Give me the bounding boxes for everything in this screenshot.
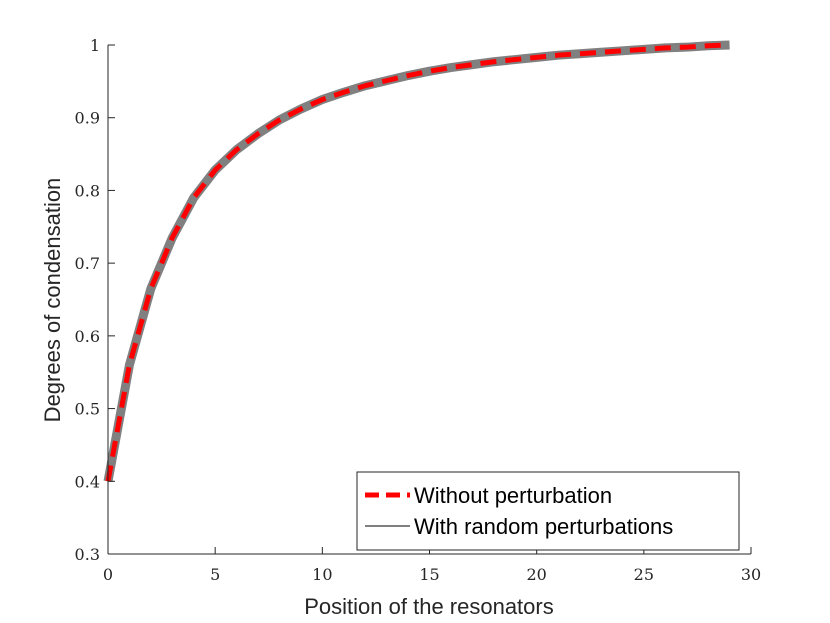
y-tick-label: 0.3 <box>75 545 100 564</box>
x-axis-label: Position of the resonators <box>304 594 553 619</box>
legend-label-with-random-perturbations: With random perturbations <box>414 514 673 539</box>
y-tick-label: 0.5 <box>75 400 100 419</box>
y-tick-label: 1 <box>90 36 100 55</box>
y-axis-label: Degrees of condensation <box>40 178 65 423</box>
x-tick-label: 15 <box>419 565 439 584</box>
series-line-without-perturbation <box>105 42 730 482</box>
legend-box <box>356 471 740 551</box>
y-tick-label: 0.8 <box>75 181 100 200</box>
y-tick-label: 0.9 <box>75 109 100 128</box>
x-tick-label: 5 <box>210 565 220 584</box>
x-tick-label: 10 <box>312 565 332 584</box>
y-tick-label: 0.7 <box>75 254 100 273</box>
x-tick-label: 20 <box>526 565 546 584</box>
y-tick-label: 0.4 <box>75 472 100 491</box>
series-line-with-random-perturbations <box>103 40 730 483</box>
axes-layer: 0 5 10 15 20 25 30 0.3 0.4 0.5 0.6 0.7 0.8 0.9 1 <box>75 36 762 584</box>
series-layer <box>103 40 730 483</box>
x-tick-label: 25 <box>634 565 654 584</box>
x-tick-label: 30 <box>741 565 761 584</box>
x-tick-label: 0 <box>103 565 113 584</box>
legend-label-without-perturbation: Without perturbation <box>414 483 612 508</box>
y-tick-label: 0.6 <box>75 327 100 346</box>
legend: Without perturbation With random perturb… <box>356 471 740 551</box>
